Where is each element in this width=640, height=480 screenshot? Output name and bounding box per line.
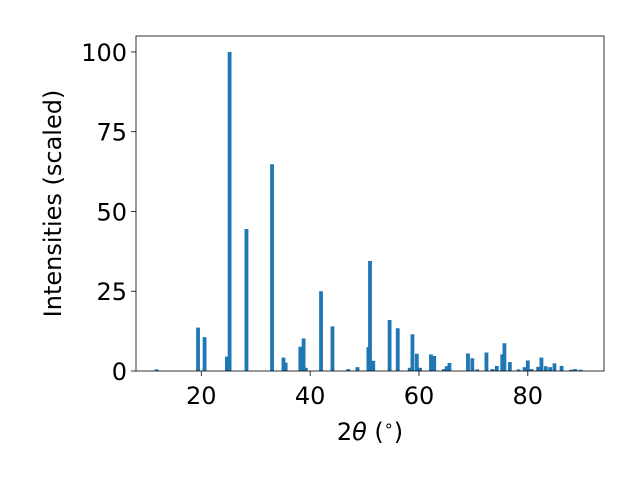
bar: [484, 352, 489, 371]
bar: [525, 360, 530, 371]
bar: [470, 358, 475, 371]
y-tick-label: 100: [81, 39, 127, 67]
bar: [466, 353, 470, 371]
bar: [414, 353, 419, 371]
bar: [224, 356, 229, 371]
x-axis-label-degree: ∘: [384, 416, 394, 435]
bar: [569, 369, 574, 371]
bar: [543, 366, 548, 371]
bar: [432, 356, 437, 371]
bar: [502, 343, 507, 371]
bar: [507, 362, 512, 371]
bar: [573, 369, 578, 371]
y-tick-label: 50: [96, 198, 127, 226]
bar: [522, 367, 527, 371]
x-axis-label-theta: θ: [352, 418, 367, 446]
bar: [154, 369, 159, 371]
bar: [330, 326, 335, 371]
bar: [395, 328, 400, 371]
bar: [244, 229, 249, 371]
bar: [346, 369, 351, 371]
bars-group: [154, 51, 583, 371]
y-axis-label: Intensities (scaled): [39, 90, 67, 318]
bar: [578, 369, 583, 371]
y-tick-label: 75: [96, 119, 127, 147]
bar: [475, 369, 480, 371]
bar: [196, 327, 200, 371]
bar: [536, 366, 541, 371]
bar: [270, 164, 274, 371]
x-tick-label: 40: [295, 382, 326, 410]
bar: [447, 363, 452, 371]
bar: [371, 360, 376, 371]
bar: [303, 367, 308, 371]
bar: [202, 337, 207, 371]
bar: [418, 367, 422, 371]
bar: [410, 334, 415, 371]
bar: [444, 366, 449, 371]
bar: [368, 260, 372, 371]
bar: [387, 319, 392, 371]
bar: [429, 354, 433, 371]
bar: [442, 369, 446, 371]
bar: [355, 367, 360, 371]
bar: [552, 363, 557, 371]
plot-area-frame: [135, 35, 605, 372]
bar: [227, 51, 232, 371]
bar: [529, 369, 534, 371]
bar: [283, 362, 288, 371]
bar: [407, 367, 412, 371]
bar: [516, 369, 521, 371]
bar: [298, 346, 303, 371]
bar: [539, 357, 544, 371]
bar: [281, 357, 286, 371]
x-tick-label: 60: [404, 382, 435, 410]
bar: [494, 365, 499, 371]
bar: [319, 291, 323, 371]
y-tick-label: 0: [112, 358, 127, 386]
y-tick-label: 25: [96, 278, 127, 306]
bar: [548, 367, 553, 371]
x-axis-label: 2θ (∘): [337, 416, 403, 447]
y-axis: 0 25 50 75 100: [81, 39, 136, 386]
bar: [500, 354, 505, 371]
bar: [559, 365, 564, 371]
bar: [301, 338, 306, 371]
x-tick-label: 80: [513, 382, 544, 410]
bar: [490, 369, 495, 371]
x-axis: 20 40 60 80: [186, 371, 543, 410]
x-tick-label: 20: [186, 382, 217, 410]
